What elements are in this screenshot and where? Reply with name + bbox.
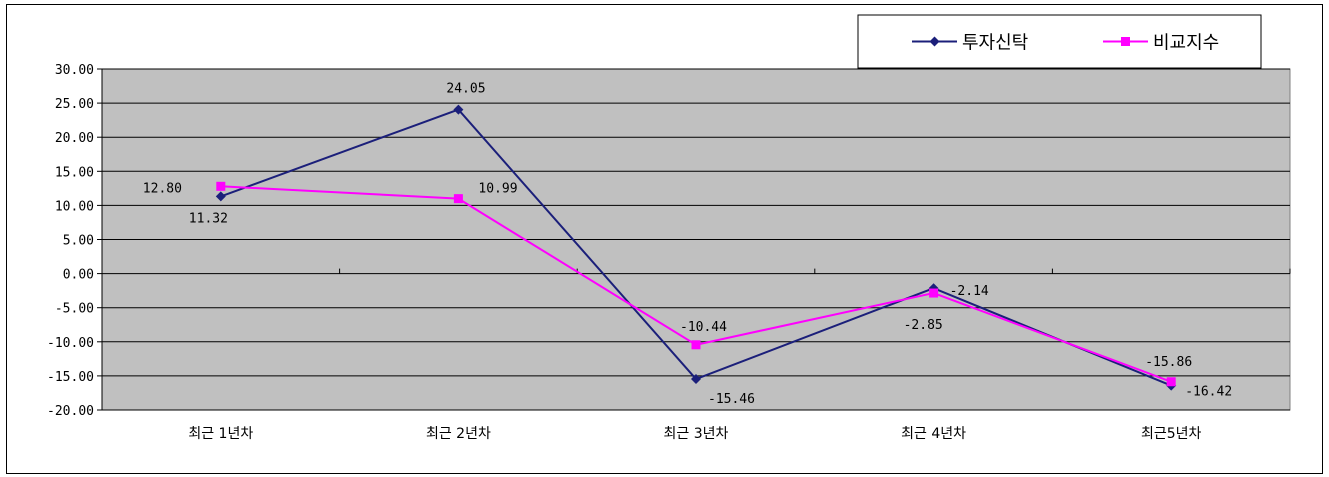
y-axis-ticks: 30.00 25.00 20.00 15.00 10.00 5.00 0.00 -5.00 -1… (47, 63, 94, 419)
data-point (691, 374, 701, 385)
data-label: 10.99 (478, 182, 517, 197)
y-tick-label: 30.00 (55, 63, 94, 78)
x-axis-categories: 최근 1년차 최근 2년차 최근 3년차 최근 4년차 최근5년차 (188, 426, 1201, 442)
y-tick-label: -5.00 (55, 302, 94, 317)
legend: 투자신탁 비교지수 (857, 14, 1262, 69)
data-label: -2.85 (904, 318, 943, 333)
grid-lines (97, 68, 1291, 411)
y-tick-label: -15.00 (47, 370, 94, 385)
data-point (1166, 377, 1176, 387)
legend-items: 투자신탁 비교지수 (912, 33, 1219, 54)
data-point (929, 288, 939, 298)
y-tick-label: 15.00 (55, 165, 94, 180)
x-category-label: 최근5년차 (1141, 426, 1202, 442)
x-category-label: 최근 4년차 (901, 426, 966, 442)
x-category-label: 최근 2년차 (426, 426, 491, 442)
data-label: -2.14 (950, 284, 989, 299)
data-label: 12.80 (143, 181, 182, 196)
data-point (691, 340, 701, 350)
data-point (215, 191, 226, 202)
y-tick-label: 10.00 (55, 199, 94, 214)
data-label: -16.42 (1185, 385, 1232, 400)
legend-swatch-marker (1121, 37, 1130, 46)
y-tick-label: 0.00 (63, 268, 94, 283)
x-category-label: 최근 1년차 (188, 426, 253, 442)
data-label: -10.44 (680, 320, 727, 335)
y-tick-label: -10.00 (47, 336, 94, 351)
data-point (453, 104, 464, 115)
legend-label: 투자신탁 (962, 33, 1028, 54)
y-tick-label: 5.00 (63, 234, 94, 249)
legend-swatch-marker (929, 36, 940, 47)
data-label: -15.46 (708, 392, 755, 407)
y-tick-label: 20.00 (55, 131, 94, 146)
data-point (453, 194, 463, 204)
y-tick-label: -20.00 (47, 404, 94, 419)
data-label: 11.32 (189, 211, 228, 226)
data-label: 24.05 (446, 82, 485, 97)
x-category-label: 최근 3년차 (664, 426, 729, 442)
y-tick-label: 25.00 (55, 97, 94, 112)
data-point (216, 181, 226, 191)
data-label: -15.86 (1145, 355, 1192, 370)
series-layer: 11.32 24.05 -15.46 -2.14 -16.42 12.80 10.99 -10… (143, 82, 1232, 407)
legend-label: 비교지수 (1153, 33, 1219, 54)
